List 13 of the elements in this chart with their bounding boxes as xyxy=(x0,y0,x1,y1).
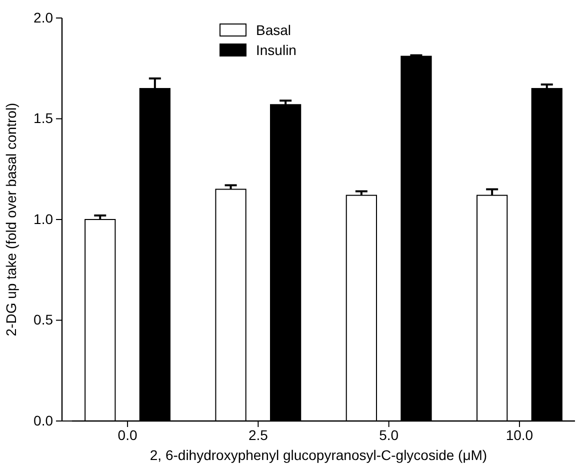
y-tick-label: 0.5 xyxy=(34,312,54,328)
x-tick-label: 5.0 xyxy=(379,426,399,443)
x-tick-label: 0.0 xyxy=(118,426,138,443)
y-tick-label: 2.0 xyxy=(34,9,54,26)
x-tick-label: 10.0 xyxy=(506,426,534,443)
x-axis-title: 2, 6-dihydroxyphenyl glucopyranosyl-C-glycoside (μM) xyxy=(150,447,488,463)
x-tick-label: 2.5 xyxy=(248,426,268,443)
legend-label: Insulin xyxy=(256,42,296,58)
y-tick-label: 0.0 xyxy=(34,412,54,428)
y-tick-label: 1.5 xyxy=(34,110,54,126)
y-axis-title: 2-DG up take (fold over basal control) xyxy=(3,102,19,336)
y-tick-label: 1.0 xyxy=(34,210,54,227)
legend-label: Basal xyxy=(256,22,292,38)
